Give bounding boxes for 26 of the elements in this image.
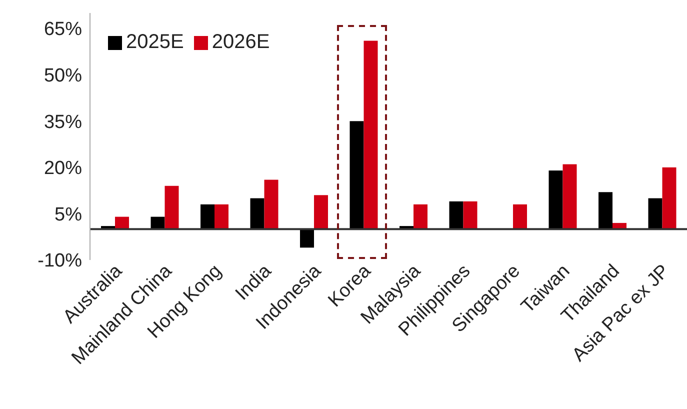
bar [364, 40, 378, 230]
y-tick-label: 50% [44, 65, 82, 86]
legend-label: 2026E [212, 31, 270, 53]
bar [463, 201, 478, 230]
bar [250, 198, 264, 230]
bar [314, 195, 328, 230]
bar [164, 186, 179, 230]
y-tick-label: 5% [54, 204, 82, 226]
bar [350, 121, 364, 230]
bar [598, 192, 612, 230]
bar [648, 198, 662, 230]
bar [548, 170, 563, 230]
y-tick-label: 65% [44, 19, 82, 40]
bar [513, 204, 527, 230]
bar [662, 167, 676, 230]
bar [200, 204, 214, 230]
y-tick-label: 20% [44, 158, 82, 180]
bar [264, 180, 278, 230]
bar [449, 201, 464, 230]
bar [300, 229, 314, 248]
bar [414, 204, 428, 230]
bar [562, 164, 577, 230]
y-tick-label: 35% [44, 112, 82, 133]
bar [214, 204, 228, 230]
legend-label: 2025E [126, 31, 184, 53]
y-tick-label: -10% [38, 250, 82, 272]
